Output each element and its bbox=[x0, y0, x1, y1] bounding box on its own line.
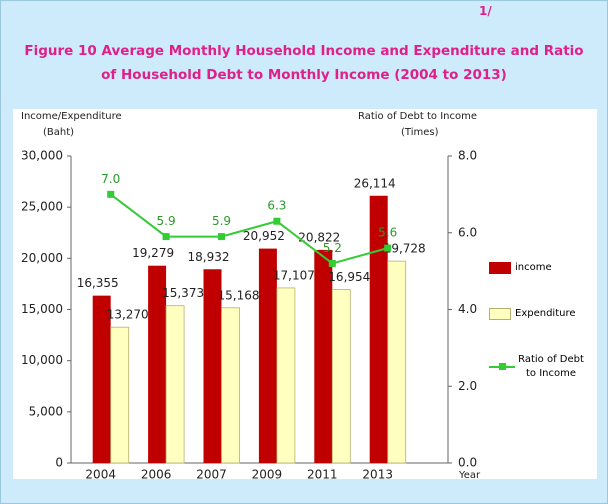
y-tick-label: 5,000 bbox=[29, 404, 63, 418]
data-label: 20,822 bbox=[298, 230, 340, 244]
y-tick-label: 30,000 bbox=[21, 149, 63, 163]
line-marker bbox=[384, 244, 392, 252]
data-label: 13,270 bbox=[107, 308, 149, 322]
data-label: 19,728 bbox=[384, 242, 426, 256]
x-tick-label: 2007 bbox=[196, 468, 227, 482]
data-label: 5.6 bbox=[378, 226, 397, 240]
y2-tick-label: 4.0 bbox=[458, 302, 477, 316]
x-tick-label: 2011 bbox=[307, 468, 338, 482]
legend-swatch bbox=[489, 262, 511, 274]
bar bbox=[203, 269, 222, 463]
y-tick-label: 25,000 bbox=[21, 200, 63, 214]
y2-axis-unit: (Times) bbox=[401, 127, 439, 138]
y-axis-unit: (Baht) bbox=[43, 127, 74, 138]
data-label: 5.9 bbox=[212, 214, 231, 228]
data-label: 19,279 bbox=[132, 246, 174, 260]
legend-entry: Expenditure bbox=[489, 307, 595, 321]
data-label: 26,114 bbox=[354, 176, 396, 190]
data-label: 6.3 bbox=[267, 199, 286, 213]
line-marker bbox=[328, 259, 336, 267]
y-tick-label: 15,000 bbox=[21, 302, 63, 316]
y-tick-label: 10,000 bbox=[21, 353, 63, 367]
data-label: 18,932 bbox=[188, 250, 230, 264]
data-label: 16,355 bbox=[77, 276, 119, 290]
legend-label: Expenditure bbox=[515, 308, 576, 319]
bar bbox=[221, 307, 240, 464]
data-label: 16,954 bbox=[328, 270, 370, 284]
bar bbox=[276, 287, 296, 464]
legend-entry: income bbox=[489, 261, 595, 275]
bar bbox=[92, 295, 111, 463]
legend: income Expenditure Ratio of Debt to Income bbox=[489, 251, 601, 396]
y2-tick-label: 2.0 bbox=[458, 379, 477, 393]
bar bbox=[387, 260, 407, 464]
x-tick-label: 2004 bbox=[85, 468, 116, 482]
y2-tick-label: 8.0 bbox=[458, 149, 477, 163]
y-tick-label: 0 bbox=[55, 456, 63, 470]
y-tick-label: 20,000 bbox=[21, 251, 63, 265]
y2-tick-label: 6.0 bbox=[458, 225, 477, 239]
data-label: 15,168 bbox=[218, 288, 260, 302]
legend-marker bbox=[499, 363, 506, 370]
data-label: 20,952 bbox=[243, 229, 285, 243]
line-marker bbox=[107, 190, 115, 198]
line-marker bbox=[162, 233, 170, 241]
data-label: 7.0 bbox=[101, 172, 120, 186]
y2-axis-label: Ratio of Debt to Income bbox=[358, 111, 477, 122]
data-label: 15,373 bbox=[162, 286, 204, 300]
line bbox=[110, 193, 388, 265]
legend-swatch bbox=[489, 308, 511, 320]
bar bbox=[314, 249, 333, 463]
line-marker bbox=[218, 233, 225, 241]
bar bbox=[165, 305, 185, 464]
bar bbox=[148, 265, 167, 463]
legend-label: Ratio of Debt to Income bbox=[518, 354, 584, 379]
bar bbox=[331, 289, 351, 464]
bar bbox=[258, 248, 277, 463]
legend-swatch bbox=[489, 363, 515, 370]
x-axis-label: Year bbox=[458, 470, 481, 481]
y2-tick-label: 0.0 bbox=[458, 456, 477, 470]
line-marker bbox=[273, 217, 281, 225]
y-axis-label: Income/Expenditure bbox=[21, 111, 122, 122]
bar bbox=[110, 326, 130, 464]
x-tick-label: 2009 bbox=[252, 468, 283, 482]
data-label: 5.2 bbox=[323, 241, 342, 255]
bar bbox=[369, 195, 388, 464]
chart-title: Figure 10 Average Monthly Household Inco… bbox=[24, 43, 584, 83]
data-label: 5.9 bbox=[157, 214, 176, 228]
footnote-marker: 1/ bbox=[479, 4, 492, 18]
data-label: 17,107 bbox=[273, 268, 315, 282]
x-tick-label: 2006 bbox=[141, 468, 172, 482]
legend-label: income bbox=[515, 262, 552, 273]
legend-entry: Ratio of Debt to Income bbox=[489, 353, 585, 381]
x-tick-label: 2013 bbox=[362, 468, 393, 482]
